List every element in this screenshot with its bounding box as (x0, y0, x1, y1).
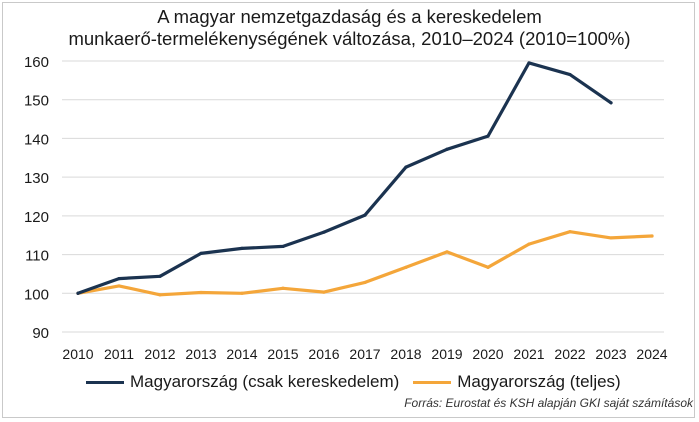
data-point-total-2019 (445, 250, 449, 254)
data-point-total-2023 (609, 236, 613, 240)
x-tick-label-2013: 2013 (185, 346, 216, 362)
x-tick-label-2024: 2024 (636, 346, 667, 362)
chart-title-line-1: A magyar nemzetgazdaság és a kereskedele… (157, 6, 542, 27)
data-point-total-2014 (240, 291, 244, 295)
legend-swatch-total (413, 380, 452, 384)
y-tick-label-160: 160 (24, 54, 49, 71)
legend-label-total: Magyarország (teljes) (457, 372, 621, 391)
data-point-total-2016 (322, 290, 326, 294)
data-point-trade-2020 (486, 134, 490, 138)
x-tick-label-2018: 2018 (390, 346, 421, 362)
data-point-trade-2022 (568, 72, 572, 77)
y-tick-label-130: 130 (24, 170, 49, 187)
x-tick-label-2014: 2014 (226, 346, 257, 362)
x-tick-label-2011: 2011 (104, 346, 134, 362)
data-point-total-2013 (199, 290, 203, 295)
legend-item-total: Magyarország (teljes) (413, 372, 621, 392)
x-tick-label-2023: 2023 (595, 346, 626, 362)
y-tick-label-100: 100 (24, 286, 49, 303)
chart-title: A magyar nemzetgazdaság és a kereskedele… (0, 6, 699, 50)
x-tick-label-2021: 2021 (513, 346, 544, 362)
data-point-trade-2023 (609, 101, 613, 105)
x-tick-label-2015: 2015 (267, 346, 298, 362)
source-note: Forrás: Eurostat és KSH alapján GKI sajá… (404, 396, 693, 410)
series-line-total (76, 230, 654, 297)
x-tick-label-2022: 2022 (554, 346, 585, 362)
x-tick-label-2012: 2012 (144, 346, 175, 362)
x-tick-label-2017: 2017 (349, 346, 380, 362)
y-tick-label-90: 90 (32, 325, 49, 342)
data-point-trade-2016 (322, 230, 326, 234)
chart-frame (2, 2, 695, 418)
data-point-total-2021 (527, 242, 531, 246)
data-point-trade-2015 (281, 244, 285, 249)
y-tick-label-150: 150 (24, 93, 49, 110)
data-point-total-2015 (281, 286, 285, 290)
data-point-trade-2021 (527, 61, 531, 65)
x-tick-label-2016: 2016 (308, 346, 339, 362)
x-tick-label-2020: 2020 (472, 346, 503, 362)
legend-item-trade: Magyarország (csak kereskedelem) (86, 372, 399, 392)
data-point-total-2020 (486, 265, 490, 269)
data-point-trade-2014 (240, 246, 244, 250)
data-point-total-2022 (568, 230, 572, 234)
x-tick-label-2019: 2019 (431, 346, 462, 362)
legend-label-trade: Magyarország (csak kereskedelem) (130, 372, 400, 391)
x-tick-label-2010: 2010 (62, 346, 93, 362)
data-point-trade-2012 (158, 274, 162, 278)
legend: Magyarország (csak kereskedelem) Magyaro… (86, 372, 635, 392)
series-line-trade (76, 61, 613, 295)
data-point-trade-2019 (445, 147, 449, 151)
data-point-trade-2018 (404, 165, 408, 169)
data-point-trade-2017 (363, 213, 367, 217)
data-point-trade-2013 (199, 251, 203, 256)
legend-swatch-trade (86, 380, 124, 384)
chart-title-line-2: munkaerő-termelékenységének változása, 2… (68, 28, 631, 49)
y-tick-label-110: 110 (25, 248, 49, 265)
data-point-total-2011 (117, 284, 121, 288)
data-point-trade-2010 (76, 291, 80, 295)
data-point-total-2018 (404, 265, 408, 269)
data-point-total-2017 (363, 280, 367, 285)
y-tick-label-140: 140 (24, 131, 49, 148)
data-point-total-2012 (158, 293, 162, 297)
y-tick-label-120: 120 (24, 209, 49, 226)
data-point-total-2024 (650, 234, 654, 238)
data-point-trade-2011 (117, 276, 121, 281)
